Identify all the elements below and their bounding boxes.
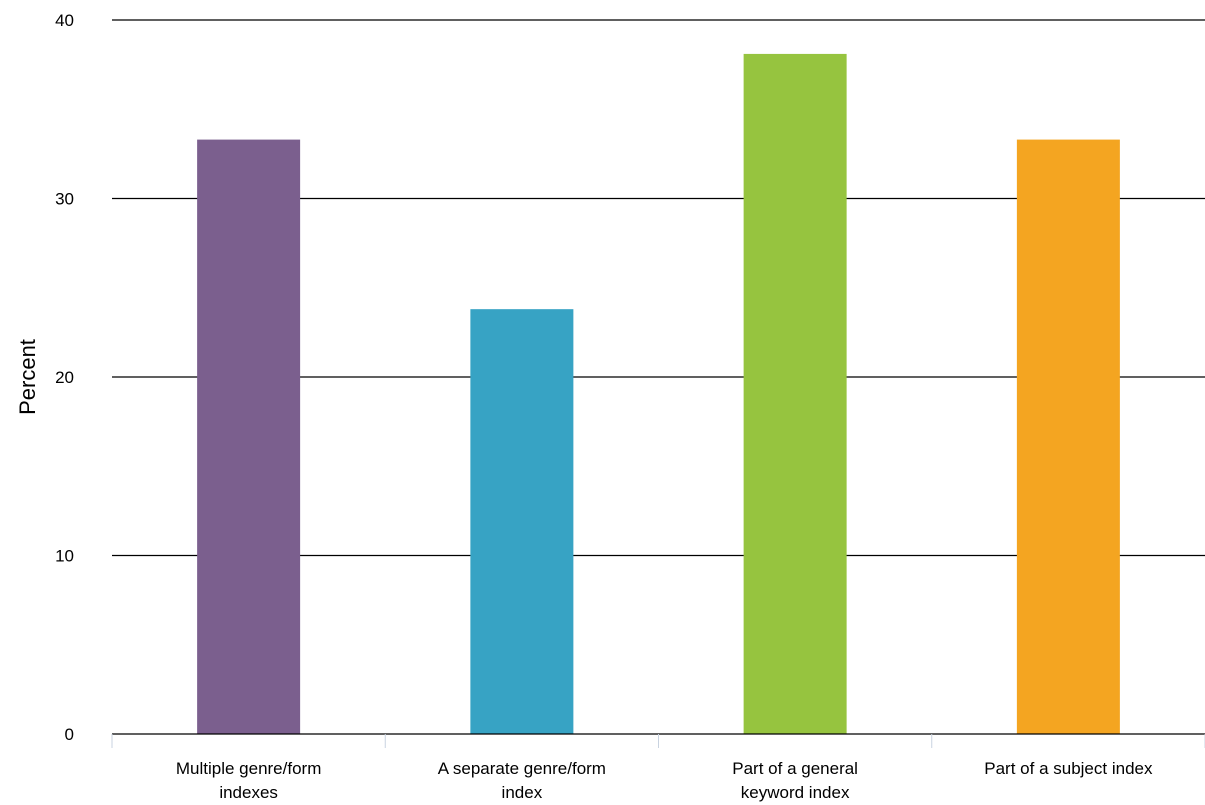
x-tick-label: A separate genre/form index <box>438 759 606 802</box>
x-axis-labels: Multiple genre/form indexes A separate gen… <box>176 759 1153 802</box>
x-axis <box>111 733 1205 748</box>
y-tick-label: 10 <box>55 547 74 566</box>
bar <box>743 53 847 735</box>
x-tick-label-line: keyword index <box>741 783 850 802</box>
bar <box>470 309 574 734</box>
x-tick-label-line: index <box>502 783 543 802</box>
y-axis-ticks: 0 10 20 30 40 <box>55 11 74 744</box>
bar <box>197 139 301 735</box>
y-tick-label: 40 <box>55 11 74 30</box>
x-tick-label-line: A separate genre/form <box>438 759 606 778</box>
y-tick-label: 30 <box>55 190 74 209</box>
x-tick-label-line: Multiple genre/form <box>176 759 322 778</box>
y-axis-title: Percent <box>15 339 40 415</box>
bar <box>1016 139 1120 735</box>
x-tick-label: Part of a general keyword index <box>732 759 858 802</box>
bars <box>197 53 1120 735</box>
x-tick-label-line: Part of a subject index <box>984 759 1153 778</box>
x-tick-label: Multiple genre/form indexes <box>176 759 322 802</box>
x-tick-label-line: indexes <box>219 783 278 802</box>
y-tick-label: 0 <box>65 725 74 744</box>
x-tick-label-line: Part of a general <box>732 759 858 778</box>
y-tick-label: 20 <box>55 368 74 387</box>
x-tick-label: Part of a subject index <box>984 759 1153 778</box>
